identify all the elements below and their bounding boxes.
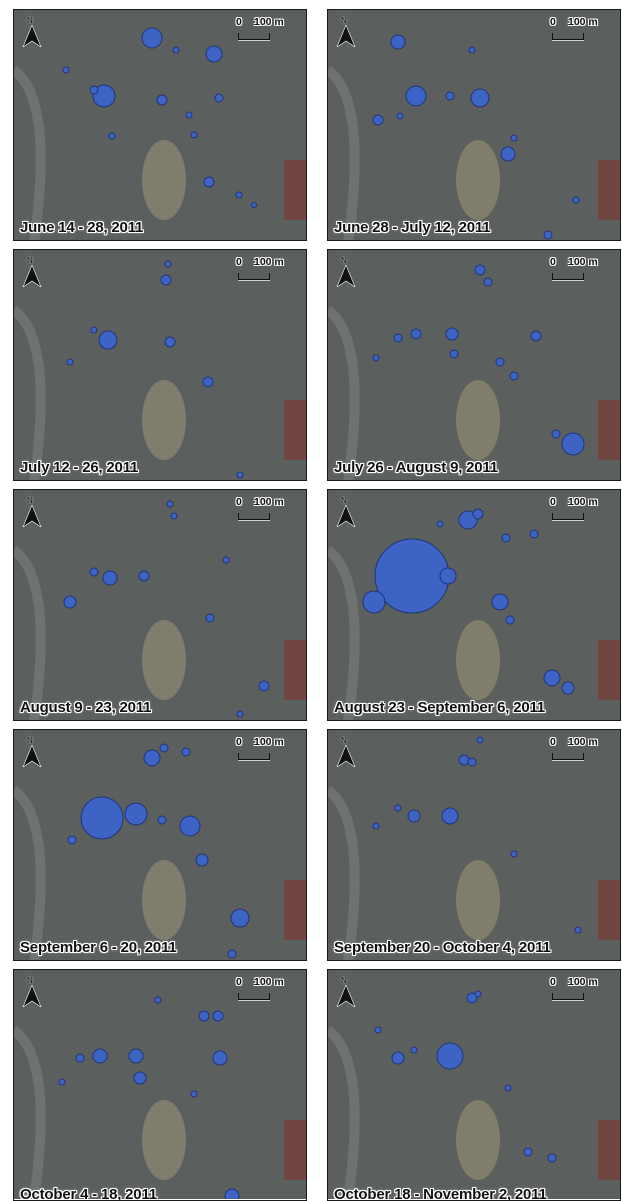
date-range-label: October 4 - 18, 2011 xyxy=(20,1186,157,1201)
north-arrow: N xyxy=(20,976,44,1012)
scale-bar-line xyxy=(238,753,270,760)
north-arrow-icon xyxy=(336,265,356,287)
event-bubbles xyxy=(58,996,240,1199)
north-arrow: N xyxy=(334,736,358,772)
scale-bar: 0 100 m xyxy=(550,736,606,766)
scale-bar-line xyxy=(238,513,270,520)
north-arrow: N xyxy=(334,256,358,292)
date-range-label: September 20 - October 4, 2011 xyxy=(334,939,551,956)
scale-bar-line xyxy=(552,513,584,520)
scale-bar: 0 100 m xyxy=(236,496,292,526)
satellite-map xyxy=(14,970,306,1199)
scale-bar-line xyxy=(238,273,270,280)
north-arrow-icon xyxy=(22,985,42,1007)
event-bubbles xyxy=(372,264,585,456)
north-arrow-icon xyxy=(22,505,42,527)
event-bubbles xyxy=(372,736,582,934)
map-panel-4: N 0 100 m July 26 - August 9, 2011 xyxy=(327,249,621,481)
scale-bar: 0 100 m xyxy=(236,256,292,286)
map-panel-8: N 0 100 m September 20 - October 4, 2011 xyxy=(327,729,621,961)
map-panel-3: N 0 100 m July 12 - 26, 2011 xyxy=(13,249,307,481)
satellite-map xyxy=(328,730,620,960)
event-bubbles xyxy=(62,27,257,208)
date-range-label: October 18 - November 2, 2011 xyxy=(334,1186,547,1201)
north-arrow: N xyxy=(20,256,44,292)
scale-bar-line xyxy=(238,33,270,40)
north-arrow: N xyxy=(334,16,358,52)
satellite-map xyxy=(14,250,306,480)
map-panel-9: N 0 100 m October 4 - 18, 2011 xyxy=(13,969,307,1201)
map-panel-2: N 0 100 m June 28 - July 12, 2011 xyxy=(327,9,621,241)
north-arrow-icon xyxy=(336,985,356,1007)
date-range-label: August 9 - 23, 2011 xyxy=(20,699,152,716)
date-range-label: June 28 - July 12, 2011 xyxy=(334,219,491,236)
satellite-map xyxy=(14,10,306,240)
scale-bar: 0 100 m xyxy=(236,736,292,766)
north-arrow-icon xyxy=(22,265,42,287)
scale-bar: 0 100 m xyxy=(236,16,292,46)
event-bubbles xyxy=(372,34,580,240)
scale-bar: 0 100 m xyxy=(550,976,606,1006)
satellite-map xyxy=(328,10,620,240)
north-arrow-icon xyxy=(336,505,356,527)
map-panel-5: N 0 100 m August 9 - 23, 2011 xyxy=(13,489,307,721)
north-arrow: N xyxy=(334,496,358,532)
map-panel-7: N 0 100 m September 6 - 20, 2011 xyxy=(13,729,307,961)
satellite-map xyxy=(328,490,620,720)
scale-bar-line xyxy=(552,273,584,280)
satellite-map xyxy=(14,730,306,960)
event-bubbles xyxy=(374,990,557,1163)
scale-bar: 0 100 m xyxy=(550,496,606,526)
satellite-map xyxy=(328,970,620,1199)
scale-bar: 0 100 m xyxy=(550,256,606,286)
date-range-label: June 14 - 28, 2011 xyxy=(20,219,144,236)
date-range-label: September 6 - 20, 2011 xyxy=(20,939,177,956)
north-arrow-icon xyxy=(22,25,42,47)
scale-bar: 0 100 m xyxy=(550,16,606,46)
date-range-label: July 12 - 26, 2011 xyxy=(20,459,139,476)
scale-bar-line xyxy=(552,33,584,40)
event-bubbles xyxy=(63,500,270,718)
north-arrow: N xyxy=(20,16,44,52)
map-panel-10: N 0 100 m October 18 - November 2, 2011 xyxy=(327,969,621,1201)
satellite-map xyxy=(328,250,620,480)
scale-bar-line xyxy=(552,753,584,760)
date-range-label: August 23 - September 6, 2011 xyxy=(334,699,545,716)
north-arrow-icon xyxy=(336,25,356,47)
north-arrow: N xyxy=(334,976,358,1012)
north-arrow: N xyxy=(20,496,44,532)
event-bubbles xyxy=(362,508,575,695)
scale-bar-line xyxy=(238,993,270,1000)
date-range-label: July 26 - August 9, 2011 xyxy=(334,459,498,476)
north-arrow-icon xyxy=(336,745,356,767)
scale-bar-line xyxy=(552,993,584,1000)
map-panel-1: N 0 100 m June 14 - 28, 2011 xyxy=(13,9,307,241)
event-bubbles xyxy=(66,260,244,479)
north-arrow-icon xyxy=(22,745,42,767)
event-bubbles xyxy=(67,743,250,959)
satellite-map xyxy=(14,490,306,720)
map-panel-6: N 0 100 m August 23 - September 6, 2011 xyxy=(327,489,621,721)
scale-bar: 0 100 m xyxy=(236,976,292,1006)
north-arrow: N xyxy=(20,736,44,772)
